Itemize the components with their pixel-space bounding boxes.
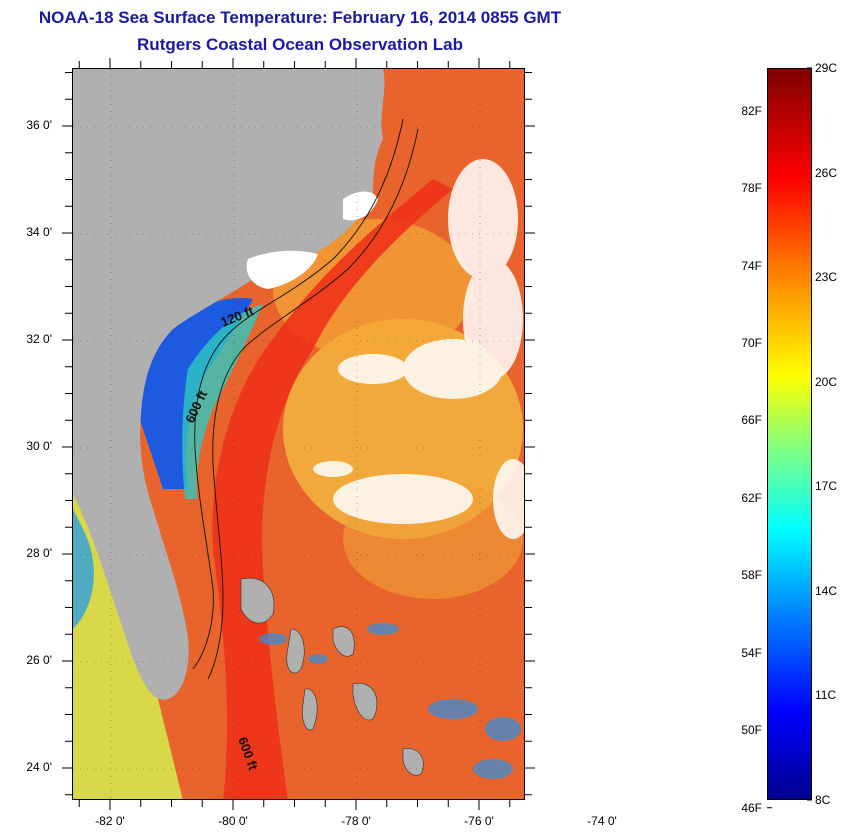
gulf-stream (212, 179, 453, 799)
gulf-shelf-water (73, 489, 183, 799)
lon-label: -78 0' (341, 814, 371, 828)
lon-label: -76 0' (464, 814, 494, 828)
fahrenheit-label: 58F (741, 568, 762, 583)
celsius-label: 8C (815, 793, 831, 807)
map-subtitle: Rutgers Coastal Ocean Observation Lab (137, 35, 463, 54)
lat-label: 36 0' (26, 118, 52, 132)
fahrenheit-label: 70F (741, 335, 762, 350)
temperature-colorbar (767, 68, 812, 800)
bahamas-islands (240, 577, 424, 776)
lat-label: 28 0' (26, 546, 52, 560)
celsius-label: 20C (815, 374, 838, 389)
lon-label: -74 0' (587, 814, 617, 828)
lat-label: 24 0' (26, 760, 52, 774)
lon-label: -82 0' (95, 814, 125, 828)
map-title: NOAA-18 Sea Surface Temperature: Februar… (38, 8, 562, 27)
us-mainland (73, 69, 385, 700)
fahrenheit-label: 74F (741, 258, 762, 273)
celsius-label: 14C (815, 583, 838, 598)
fahrenheit-label: 66F (741, 413, 762, 428)
lat-label: 26 0' (26, 653, 52, 667)
sst-map: 120 ft 600 ft 600 ft (72, 68, 525, 800)
cloud-cover (313, 159, 524, 539)
fahrenheit-label: 50F (741, 723, 762, 738)
lat-label: 30 0' (26, 439, 52, 453)
fahrenheit-label: 54F (741, 645, 762, 660)
fahrenheit-label: 46F (741, 800, 762, 815)
lat-label: 32 0' (26, 332, 52, 346)
fahrenheit-label: 78F (741, 181, 762, 196)
celsius-label: 23C (815, 270, 838, 285)
celsius-label: 29C (815, 61, 838, 75)
fahrenheit-label: 82F (741, 103, 762, 118)
fahrenheit-label: 62F (741, 490, 762, 505)
map-grid (73, 69, 524, 799)
celsius-label: 26C (815, 165, 838, 180)
lat-label: 34 0' (26, 225, 52, 239)
lon-label: -80 0' (218, 814, 248, 828)
land-cloud (246, 250, 318, 289)
celsius-label: 17C (815, 479, 838, 494)
celsius-label: 11C (815, 688, 837, 703)
depth-contours (192, 118, 419, 680)
